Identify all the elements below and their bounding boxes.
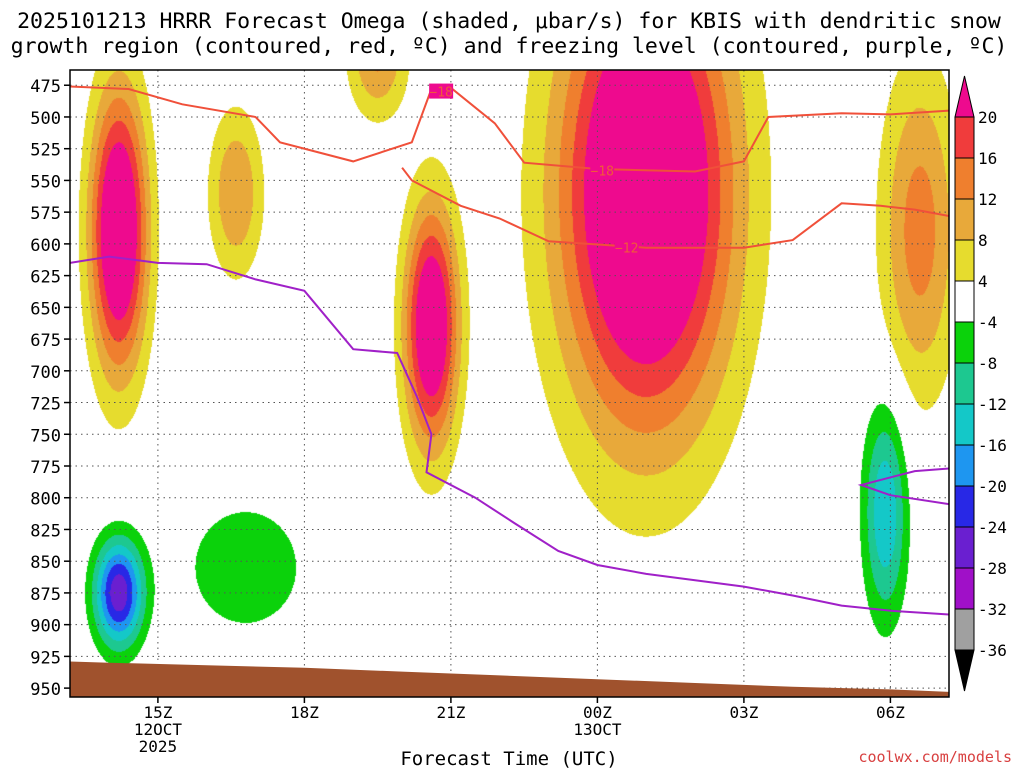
colorbar-bin	[954, 75, 975, 118]
y-tick-label: 750	[30, 426, 61, 446]
y-tick-label: 625	[30, 268, 61, 288]
x-axis-title: Forecast Time (UTC)	[400, 748, 617, 768]
colorbar-bin	[954, 485, 975, 528]
colorbar-bin	[954, 321, 975, 364]
colorbar-bin	[954, 526, 975, 569]
y-axis: 475 500 525 550 575 600 625 650 675 700 725 750 775 8…	[30, 77, 70, 700]
contour-line	[857, 467, 949, 506]
y-tick-label: 475	[30, 77, 61, 97]
y-tick-label: 950	[30, 680, 61, 700]
colorbar-bin	[954, 280, 975, 323]
omega-heatmap	[70, 70, 949, 697]
x-tick-label: 03Z	[729, 703, 758, 722]
contour-label-background	[614, 239, 639, 255]
x-tick-label: 06Z	[876, 703, 905, 722]
y-tick-label: 675	[30, 331, 61, 351]
contour-line	[401, 167, 949, 249]
x-tick-label: 15Z	[143, 703, 172, 722]
x-tick-label: 21Z	[436, 703, 465, 722]
grid-lines	[70, 70, 949, 697]
contour-line	[70, 255, 949, 616]
plot-frame	[69, 69, 950, 698]
colorbar-label: 20	[978, 108, 997, 127]
y-tick-label: 850	[30, 553, 61, 573]
y-tick-label: 925	[30, 648, 61, 668]
contour-label: −18	[591, 164, 614, 179]
colorbar-bin	[954, 608, 975, 651]
y-tick-label: 600	[30, 236, 61, 256]
colorbar-bin	[954, 157, 975, 200]
y-tick-label: 825	[30, 521, 61, 541]
terrain-layer	[70, 661, 949, 697]
y-tick-label: 650	[30, 299, 61, 319]
colorbar: 20 16 12 8 4 -4 -8 -12 -16 -20 -24 -28 -32 -36	[954, 75, 1007, 692]
colorbar-label: 8	[978, 231, 988, 250]
colorbar-bin	[954, 403, 975, 446]
y-tick-label: 500	[30, 109, 61, 129]
colorbar-label: -12	[978, 395, 1007, 414]
credit-text: coolwx.com/models	[858, 748, 1012, 766]
contour-line	[70, 85, 949, 173]
contour-label: −18	[429, 86, 452, 101]
contour-label-background	[429, 83, 454, 99]
x-tick-label: 18Z	[290, 703, 319, 722]
colorbar-bin	[954, 649, 975, 692]
terrain-fill	[70, 661, 949, 697]
contour-label: −12	[615, 242, 638, 257]
colorbar-bin	[954, 444, 975, 487]
colorbar-label: -24	[978, 518, 1007, 537]
y-tick-label: 775	[30, 458, 61, 478]
colorbar-label: -28	[978, 559, 1007, 578]
colorbar-label: -20	[978, 477, 1007, 496]
plot-area: −18 −18 −12 475 500 525 550 575 600 625 650 675 700…	[30, 69, 950, 756]
colorbar-label: -4	[978, 313, 997, 332]
x-tick-label: 13OCT	[573, 720, 622, 739]
y-tick-label: 550	[30, 172, 61, 192]
temperature-contours: −18 −18 −12	[70, 83, 949, 616]
x-tick-label: 12OCT	[134, 720, 183, 739]
colorbar-label: 12	[978, 190, 997, 209]
y-tick-label: 525	[30, 141, 61, 161]
colorbar-bin	[954, 362, 975, 405]
chart-title-line-1: 2025101213 HRRR Forecast Omega (shaded, …	[17, 9, 1001, 34]
colorbar-label: -36	[978, 641, 1007, 660]
colorbar-bin	[954, 198, 975, 241]
y-tick-label: 875	[30, 585, 61, 605]
colorbar-bin	[954, 239, 975, 282]
colorbar-label: 16	[978, 149, 997, 168]
y-tick-label: 725	[30, 395, 61, 415]
colorbar-label: 4	[978, 272, 988, 291]
y-tick-label: 700	[30, 363, 61, 383]
chart-title-line-2: growth region (contoured, red, ºC) and f…	[11, 34, 1008, 59]
colorbar-label: -8	[978, 354, 997, 373]
y-tick-label: 800	[30, 490, 61, 510]
x-tick-label: 2025	[139, 737, 178, 756]
y-tick-label: 575	[30, 204, 61, 224]
colorbar-label: -16	[978, 436, 1007, 455]
y-tick-label: 900	[30, 617, 61, 637]
colorbar-bin	[954, 116, 975, 159]
contour-label-background	[590, 162, 615, 178]
x-tick-label: 00Z	[583, 703, 612, 722]
colorbar-label: -32	[978, 600, 1007, 619]
colorbar-bin	[954, 567, 975, 610]
